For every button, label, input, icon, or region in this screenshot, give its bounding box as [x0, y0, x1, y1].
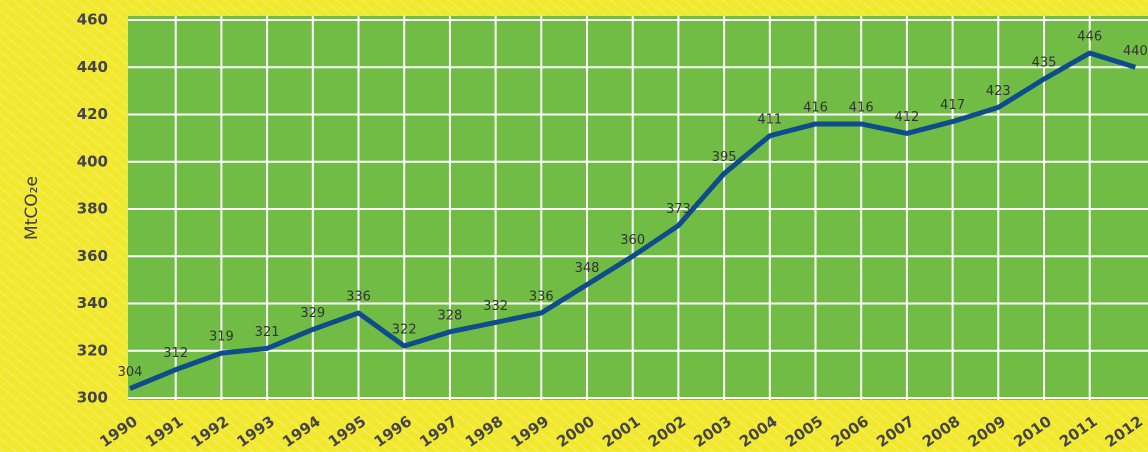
y-tick-label: 380	[77, 200, 108, 218]
y-tick-label: 340	[77, 294, 108, 312]
data-line	[129, 50, 1137, 391]
y-tick-label: 300	[77, 389, 108, 407]
data-label: 329	[300, 306, 325, 321]
data-label: 440	[1123, 44, 1148, 59]
data-label: 336	[346, 289, 371, 304]
y-tick-label: 400	[77, 152, 108, 170]
data-label: 348	[575, 261, 600, 276]
y-tick-label: 420	[77, 105, 108, 123]
y-tick-label: 320	[77, 341, 108, 359]
data-label: 395	[712, 150, 737, 165]
data-label: 322	[392, 323, 417, 338]
y-tick-label: 360	[77, 247, 108, 265]
data-label: 319	[209, 330, 234, 345]
data-label: 332	[483, 299, 508, 314]
data-label: 411	[757, 112, 782, 127]
y-tick-label: 460	[77, 11, 108, 29]
y-axis-label: MtCO₂e	[22, 176, 42, 240]
data-label: 435	[1032, 56, 1057, 71]
y-tick-label: 440	[77, 58, 108, 76]
data-label: 321	[255, 325, 280, 340]
data-label: 417	[940, 98, 965, 113]
data-label: 416	[849, 100, 874, 115]
data-label: 416	[803, 100, 828, 115]
data-label: 360	[620, 233, 645, 248]
data-label: 412	[894, 110, 919, 125]
data-label: 373	[666, 202, 691, 217]
data-label: 446	[1077, 30, 1102, 45]
data-label: 423	[986, 84, 1011, 99]
data-label: 336	[529, 289, 554, 304]
data-label: 304	[118, 365, 143, 380]
data-label: 328	[437, 308, 462, 323]
data-label: 312	[163, 346, 188, 361]
